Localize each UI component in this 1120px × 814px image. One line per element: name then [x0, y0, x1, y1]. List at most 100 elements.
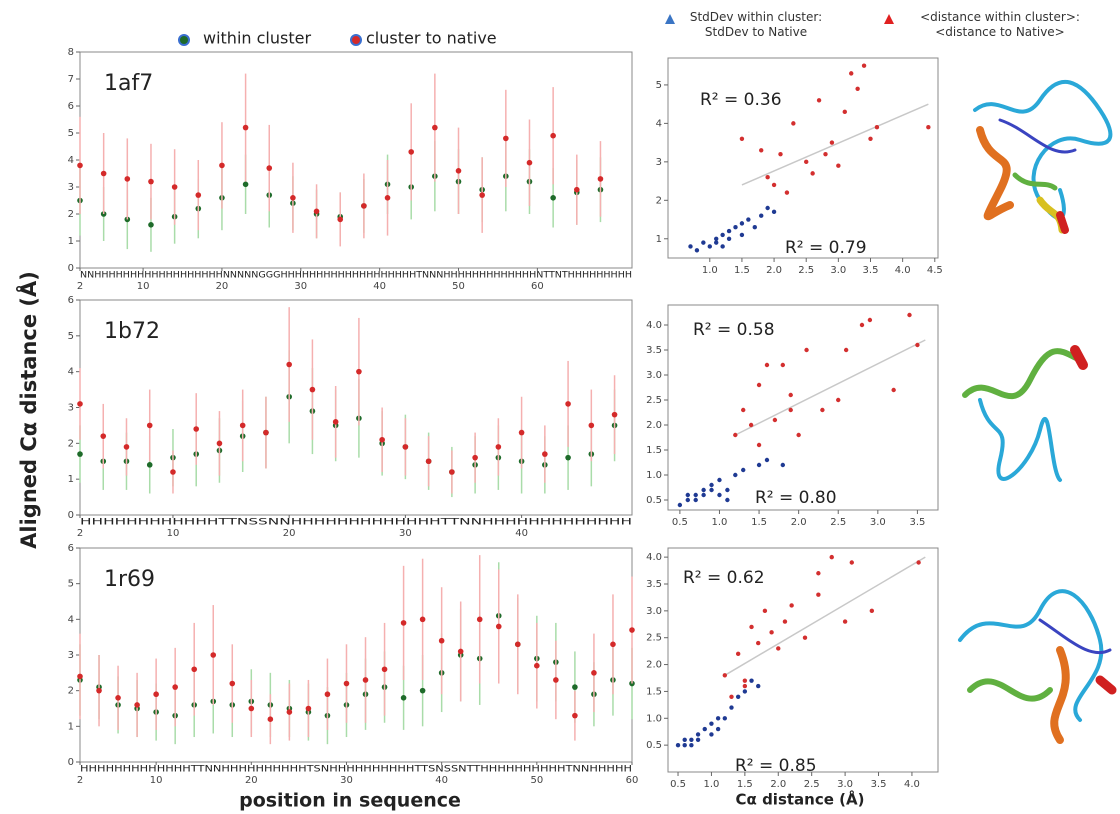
plot-frame — [80, 548, 632, 762]
data-point — [753, 225, 757, 229]
data-point — [756, 684, 760, 688]
data-point — [688, 244, 692, 248]
data-point — [743, 689, 747, 693]
x-tick-label: 2.0 — [791, 517, 807, 528]
data-point — [210, 652, 216, 658]
data-point — [716, 716, 720, 720]
data-point — [916, 560, 920, 564]
data-point — [701, 488, 705, 492]
sequence-label: NNHHHHHHHHHHHHHHHHHHNNNNNGGGHHHHHHHHHHHH… — [80, 271, 632, 281]
y-tick-label: 3.0 — [646, 370, 662, 381]
data-point — [709, 488, 713, 492]
data-point — [432, 125, 438, 131]
r-squared-label: R² = 0.80 — [755, 488, 837, 508]
data-point — [515, 642, 521, 648]
data-point — [401, 620, 407, 626]
data-point — [96, 688, 102, 694]
data-point — [574, 187, 580, 193]
data-point — [519, 430, 525, 436]
data-point — [496, 624, 502, 630]
data-point — [720, 233, 724, 237]
legend-label-box: <distance within cluster>: <distance to … — [900, 10, 1100, 50]
data-point — [683, 743, 687, 747]
data-point — [763, 609, 767, 613]
y-tick-label: 0.5 — [646, 740, 662, 751]
y-tick-label: 0 — [68, 510, 74, 521]
data-point — [240, 423, 246, 429]
y-tick-label: 6 — [68, 295, 74, 306]
y-tick-label: 7 — [68, 74, 74, 85]
data-point — [472, 455, 478, 461]
x-tick-label: 1.0 — [702, 265, 718, 276]
data-point — [860, 323, 864, 327]
x-tick-label: 2 — [77, 528, 83, 539]
x-tick-label: 4.5 — [927, 265, 943, 276]
r-squared-label: R² = 0.36 — [700, 90, 782, 110]
data-point — [759, 213, 763, 217]
data-point — [286, 362, 292, 368]
data-point — [456, 168, 462, 174]
data-point — [229, 681, 235, 687]
y-tick-label: 8 — [68, 47, 74, 58]
plot-frame — [80, 52, 632, 268]
x-tick-label: 50 — [452, 281, 465, 292]
data-point — [862, 63, 866, 67]
data-point — [77, 401, 83, 407]
panel-label: 1r69 — [104, 567, 155, 592]
r-squared-label: R² = 0.85 — [735, 756, 817, 776]
data-point — [765, 363, 769, 367]
x-tick-label: 1.5 — [737, 779, 753, 790]
data-point — [426, 458, 432, 464]
data-point — [266, 165, 272, 171]
y-tick-label: 2 — [68, 209, 74, 220]
y-tick-label: 3.0 — [646, 606, 662, 617]
data-point — [694, 498, 698, 502]
x-tick-label: 2.5 — [804, 779, 820, 790]
data-point — [77, 163, 83, 169]
figure: Aligned Cα distance (Å) position in sequ… — [0, 0, 1120, 814]
data-point — [290, 195, 296, 201]
data-point — [803, 636, 807, 640]
data-point — [740, 137, 744, 141]
data-point — [420, 617, 426, 623]
data-point — [629, 627, 635, 633]
y-tick-label: 3 — [656, 157, 662, 168]
data-point — [379, 437, 385, 443]
panel-label: 1b72 — [104, 319, 160, 344]
x-tick-label: 60 — [531, 281, 544, 292]
y-tick-label: 1.0 — [646, 713, 662, 724]
data-point — [195, 192, 201, 198]
data-point — [268, 716, 274, 722]
data-point — [743, 678, 747, 682]
data-point — [785, 190, 789, 194]
data-point — [717, 478, 721, 482]
data-point — [683, 738, 687, 742]
x-tick-label: 1.0 — [712, 517, 728, 528]
legend-label-box: StdDev within cluster: StdDev to Native — [676, 10, 836, 50]
data-point — [733, 473, 737, 477]
data-point — [743, 684, 747, 688]
data-point — [709, 483, 713, 487]
legend-marker — [179, 35, 189, 45]
data-point — [77, 674, 83, 680]
y-tick-label: 5 — [68, 331, 74, 342]
data-point — [765, 175, 769, 179]
x-tick-label: 2.5 — [798, 265, 814, 276]
data-point — [816, 571, 820, 575]
y-tick-label: 6 — [68, 101, 74, 112]
protein-structure — [960, 82, 1112, 740]
data-point — [420, 688, 426, 694]
x-tick-label: 3.0 — [870, 517, 886, 528]
data-point — [723, 673, 727, 677]
data-point — [781, 463, 785, 467]
data-point — [729, 705, 733, 709]
x-tick-label: 3.5 — [909, 517, 925, 528]
data-point — [778, 152, 782, 156]
data-point — [843, 110, 847, 114]
data-point — [727, 237, 731, 241]
data-point — [550, 195, 556, 201]
data-point — [686, 493, 690, 497]
data-point — [306, 706, 312, 712]
data-point — [709, 721, 713, 725]
data-point — [725, 488, 729, 492]
